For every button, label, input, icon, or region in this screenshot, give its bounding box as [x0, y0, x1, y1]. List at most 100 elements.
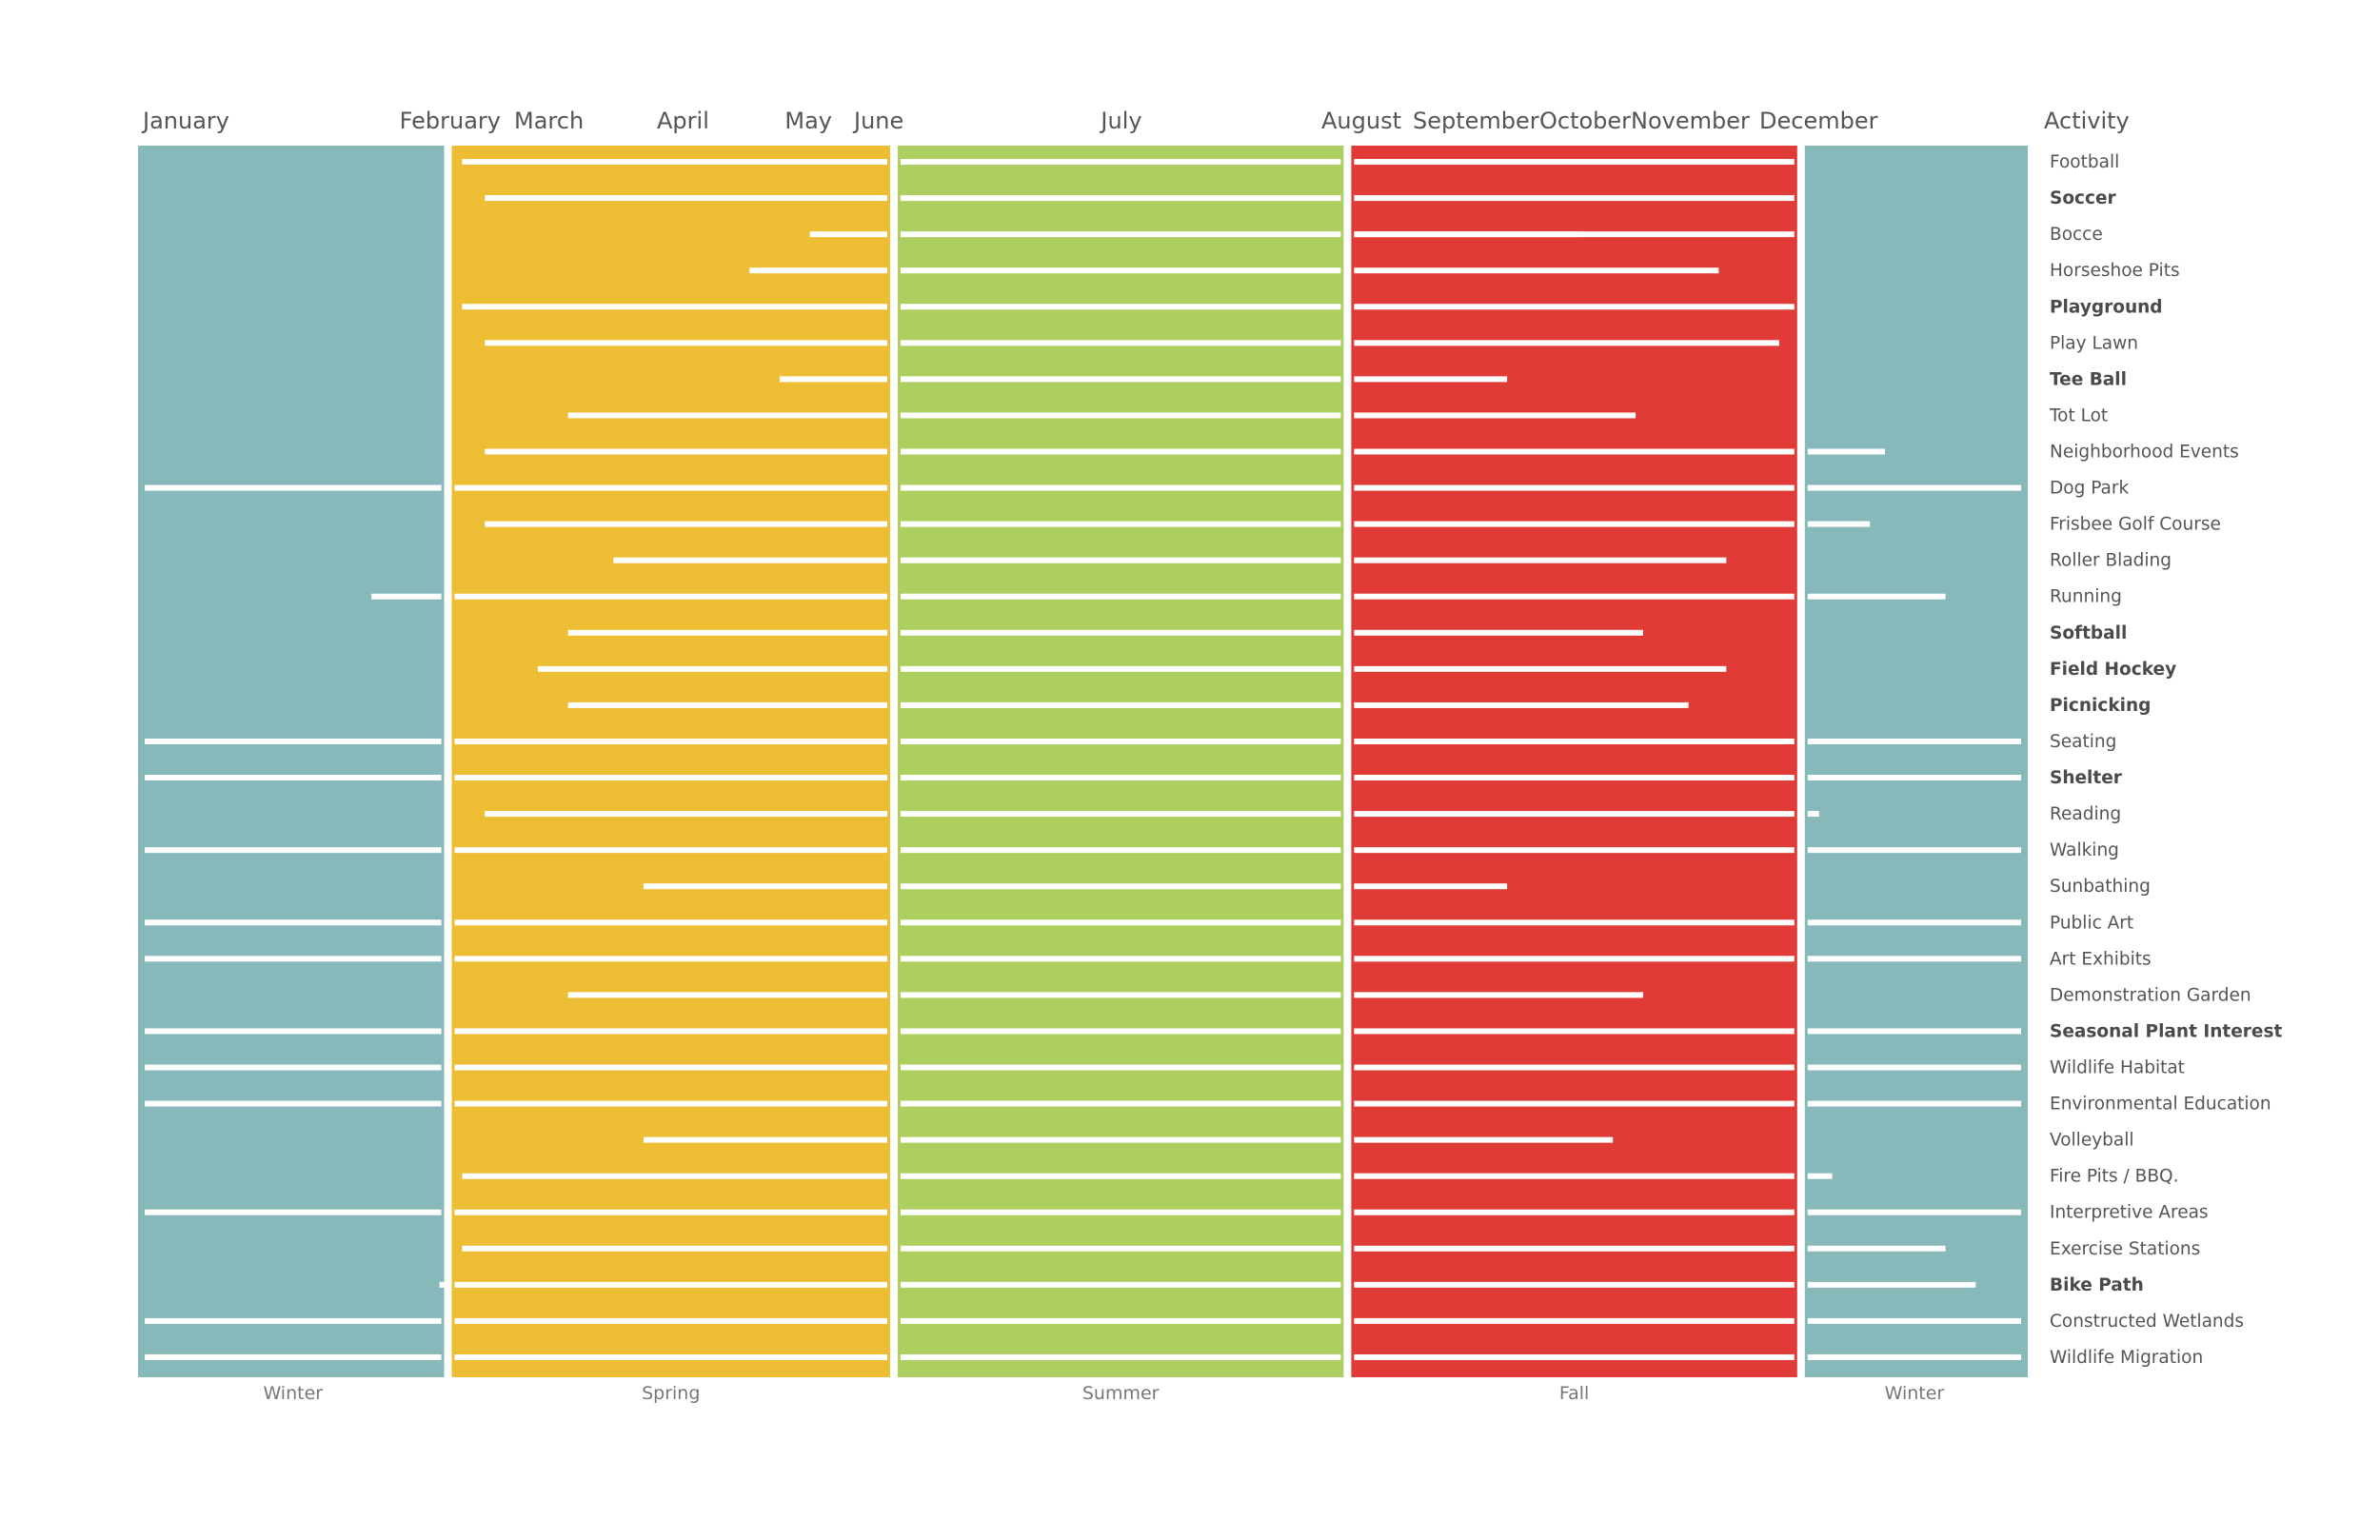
activity-bar: [485, 195, 887, 202]
activity-bar: [145, 738, 442, 744]
activity-bar: [1807, 811, 1819, 818]
activity-bar: [901, 1245, 1341, 1252]
activity-bar: [644, 1136, 887, 1143]
activity-bar: [1807, 775, 2021, 781]
activity-bar: [1354, 340, 1779, 346]
activity-bar: [145, 956, 442, 962]
activity-bar: [901, 1173, 1341, 1179]
activity-bar: [901, 412, 1341, 419]
activity-bar: [1354, 847, 1795, 854]
season-label-winter: Winter: [263, 1383, 323, 1404]
activity-bar: [1807, 956, 2021, 962]
activity-bar: [454, 1209, 887, 1215]
activity-bar: [901, 1136, 1341, 1143]
activity-bar: [1807, 1317, 2021, 1324]
activity-bar: [901, 775, 1341, 781]
activity-bar: [1354, 1136, 1614, 1143]
activity-label: Field Hockey: [2050, 660, 2176, 680]
activity-bar: [145, 1353, 442, 1360]
activity-label: Interpretive Areas: [2050, 1203, 2209, 1223]
month-label-august: August: [1321, 108, 1401, 134]
activity-bar: [485, 521, 887, 527]
activity-bar: [1807, 1100, 2021, 1107]
activity-bar: [1354, 1353, 1795, 1360]
activity-label: Public Art: [2050, 913, 2133, 933]
activity-bar: [145, 1209, 442, 1215]
activity-label: Demonstration Garden: [2050, 985, 2251, 1005]
activity-bar: [1354, 1317, 1795, 1324]
activity-bar: [901, 847, 1341, 854]
activity-bar: [901, 521, 1341, 527]
activity-label: Dog Park: [2050, 479, 2129, 499]
activity-label: Neighborhood Events: [2050, 443, 2239, 463]
activity-bar: [901, 629, 1341, 636]
activity-bar: [145, 1100, 442, 1107]
activity-bar: [1807, 1209, 2021, 1215]
activity-bar: [537, 665, 887, 672]
activity-label: Soccer: [2050, 188, 2117, 208]
activity-bar: [901, 448, 1341, 455]
activity-bar: [454, 1100, 887, 1107]
activity-bar: [1807, 1173, 1833, 1179]
activity-bar: [901, 231, 1341, 238]
activity-bar: [901, 376, 1341, 383]
activity-bar: [454, 1353, 887, 1360]
activity-bar: [454, 1317, 887, 1324]
activity-label: Frisbee Golf Course: [2050, 515, 2221, 535]
activity-bar: [1354, 376, 1508, 383]
activity-bar: [1807, 1353, 2021, 1360]
activity-bar: [567, 412, 887, 419]
month-label-september: September: [1413, 108, 1539, 134]
activity-bar: [1354, 267, 1719, 274]
month-label-february: February: [400, 108, 501, 134]
activity-label: Wildlife Migration: [2050, 1348, 2203, 1368]
activity-bar: [1807, 847, 2021, 854]
activity-label: Tot Lot: [2049, 405, 2108, 425]
season-block-fall-3: [1351, 146, 1797, 1377]
activity-bar: [454, 956, 887, 962]
month-label-january: January: [141, 108, 229, 134]
activity-bar: [454, 1281, 887, 1288]
activity-bar: [1354, 1100, 1795, 1107]
activity-bar: [1354, 448, 1795, 455]
season-label-spring: Spring: [642, 1383, 700, 1404]
season-block-winter-4: [1804, 146, 2028, 1377]
activity-bar: [901, 1100, 1341, 1107]
activity-bar: [1354, 412, 1636, 419]
activity-bar: [1354, 956, 1795, 962]
activity-bar: [901, 159, 1341, 166]
activity-bar: [145, 484, 442, 491]
activity-bar: [1354, 883, 1508, 890]
activity-bar: [1354, 1173, 1795, 1179]
activity-bar: [1807, 521, 1871, 527]
activity-bar: [454, 593, 887, 600]
activity-bar: [1354, 231, 1583, 238]
activity-bar: [901, 557, 1341, 563]
activity-label: Walking: [2050, 840, 2119, 860]
activity-bar: [439, 1281, 451, 1288]
activity-label: Horseshoe Pits: [2050, 261, 2180, 281]
activity-bar: [462, 1173, 887, 1179]
activity-bar: [901, 267, 1341, 274]
activity-label: Seating: [2050, 732, 2116, 752]
activity-bar: [1354, 1209, 1795, 1215]
activity-bar: [1354, 1281, 1795, 1288]
activity-bar: [1807, 593, 1946, 600]
activity-bar: [145, 775, 442, 781]
activity-label: Fire Pits / BBQ.: [2050, 1167, 2179, 1187]
activity-bar: [1354, 484, 1795, 491]
activity-bar: [901, 1353, 1341, 1360]
activity-label: Bike Path: [2050, 1275, 2144, 1295]
month-label-march: March: [514, 108, 584, 134]
activity-bar: [901, 593, 1341, 600]
activity-label: Roller Blading: [2050, 551, 2172, 571]
month-label-june: June: [852, 108, 903, 134]
activity-bar: [1354, 775, 1795, 781]
activity-bar: [485, 340, 887, 346]
activity-label: Exercise Stations: [2050, 1239, 2200, 1259]
season-blocks: [138, 146, 2028, 1377]
activity-bar: [1354, 701, 1689, 708]
activity-bar: [901, 811, 1341, 818]
month-label-april: April: [657, 108, 709, 134]
activity-label: Volleyball: [2050, 1131, 2134, 1151]
